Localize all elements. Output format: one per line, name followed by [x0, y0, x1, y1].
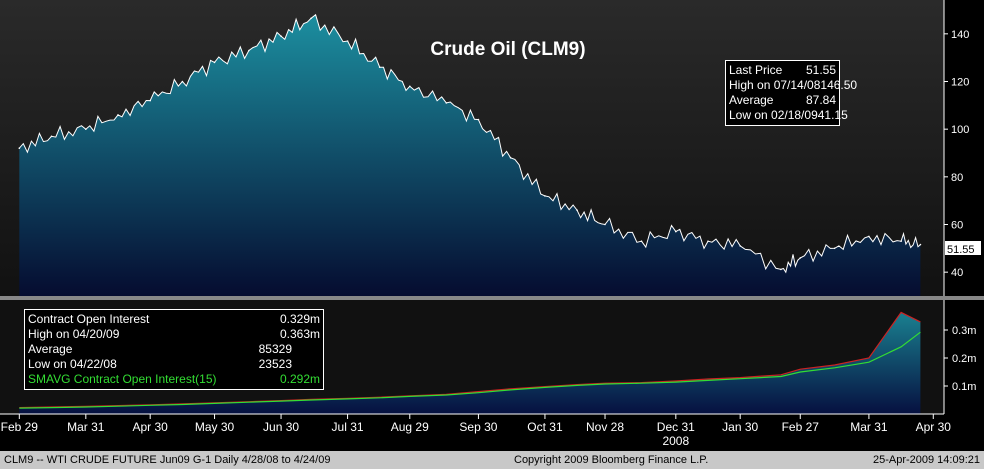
price-point — [576, 209, 578, 211]
price-point — [477, 118, 480, 121]
price-y-tick-label: 100 — [951, 124, 969, 136]
oi-stat-row: Contract Open Interest 0.329m — [28, 312, 320, 326]
price-stat-row: Last Price 51.55 — [729, 63, 836, 77]
x-axis-band — [0, 414, 944, 451]
price-point — [640, 240, 643, 242]
price-point — [445, 102, 448, 104]
price-point — [310, 17, 312, 20]
price-point — [919, 243, 922, 246]
price-point — [707, 240, 709, 242]
x-tick-label: Jan 30 — [722, 420, 758, 434]
x-tick-label: Feb 27 — [782, 420, 820, 434]
oi-stat-row-smavg: SMAVG Contract Open Interest(15) 0.292m — [28, 372, 320, 386]
oi-stat-row: Low on 04/22/08 23523 — [28, 357, 292, 371]
footer-timestamp: 25-Apr-2009 14:09:21 — [872, 454, 980, 466]
price-point — [900, 240, 902, 242]
price-point — [739, 245, 741, 247]
price-stat-row: Low on 02/18/09 41.15 — [729, 108, 848, 122]
price-stat-row: High on 07/14/08 146.50 — [729, 78, 858, 92]
price-point — [509, 157, 512, 159]
footer-bar: CLM9 -- WTI CRUDE FUTURE Jun09 G-1 Daily… — [0, 451, 984, 469]
price-point — [833, 247, 836, 250]
x-tick-label: Aug 29 — [391, 420, 429, 434]
price-point — [149, 99, 151, 102]
oi-y-tick-label: 0.1m — [952, 381, 976, 393]
price-point — [544, 195, 546, 197]
x-tick-label: Mar 31 — [67, 420, 105, 434]
x-tick-label: Oct 31 — [527, 420, 563, 434]
panel-divider — [0, 296, 984, 300]
x-tick-label: Apr 30 — [916, 420, 952, 434]
x-tick-label: Sep 30 — [459, 420, 497, 434]
price-point — [213, 61, 216, 64]
price-point — [604, 223, 606, 226]
price-y-tick-label: 80 — [951, 172, 963, 184]
oi-stats-box: Contract Open Interest 0.329m High on 04/… — [24, 309, 324, 390]
open-interest-area — [19, 312, 921, 414]
price-point — [780, 268, 782, 271]
price-point — [346, 40, 349, 42]
x-tick-label: Mar 31 — [850, 420, 888, 434]
price-point — [181, 80, 184, 83]
x-tick-label: Jul 31 — [332, 420, 364, 434]
x-axis-year-label: 2008 — [662, 434, 689, 448]
oi-stat-row: Average 85329 — [28, 342, 292, 356]
price-point — [378, 66, 381, 68]
x-tick-label: Feb 29 — [1, 420, 39, 434]
price-point — [117, 114, 119, 116]
x-tick-label: May 30 — [195, 420, 235, 434]
oi-stat-row: High on 04/20/09 0.363m — [28, 327, 320, 341]
oi-y-tick-label: 0.3m — [952, 325, 976, 337]
price-point — [868, 235, 870, 238]
x-tick-label: Dec 31 — [657, 420, 695, 434]
footer-copyright: Copyright 2009 Bloomberg Finance L.P. — [514, 454, 709, 466]
smavg-line — [19, 331, 921, 409]
price-stat-row: Average 87.84 — [729, 93, 836, 107]
price-y-tick-label: 140 — [951, 29, 969, 41]
x-tick-label: Nov 28 — [586, 420, 624, 434]
price-y-tick-label: 120 — [951, 77, 969, 89]
last-price-tag-text: 51.55 — [947, 244, 975, 256]
footer-security-info: CLM9 -- WTI CRUDE FUTURE Jun09 G-1 Daily… — [4, 454, 331, 466]
price-point — [409, 85, 411, 88]
price-area — [19, 14, 921, 296]
price-y-tick-label: 60 — [951, 220, 963, 232]
x-tick-label: Jun 30 — [263, 420, 299, 434]
price-point — [675, 230, 677, 233]
x-tick-label: Apr 30 — [133, 420, 169, 434]
last-price-tag: 51.55 — [945, 241, 981, 256]
price-point — [18, 147, 21, 149]
price-point — [248, 49, 250, 52]
price-point — [50, 135, 53, 138]
price-stats-box: Last Price 51.55 High on 07/14/08 146.50 A… — [725, 60, 858, 126]
price-point — [85, 128, 87, 130]
chart-title: Crude Oil (CLM9) — [430, 39, 585, 60]
price-y-tick-label: 40 — [951, 267, 963, 279]
oi-y-tick-label: 0.2m — [952, 353, 976, 365]
price-point — [280, 35, 282, 37]
price-point — [799, 257, 802, 259]
